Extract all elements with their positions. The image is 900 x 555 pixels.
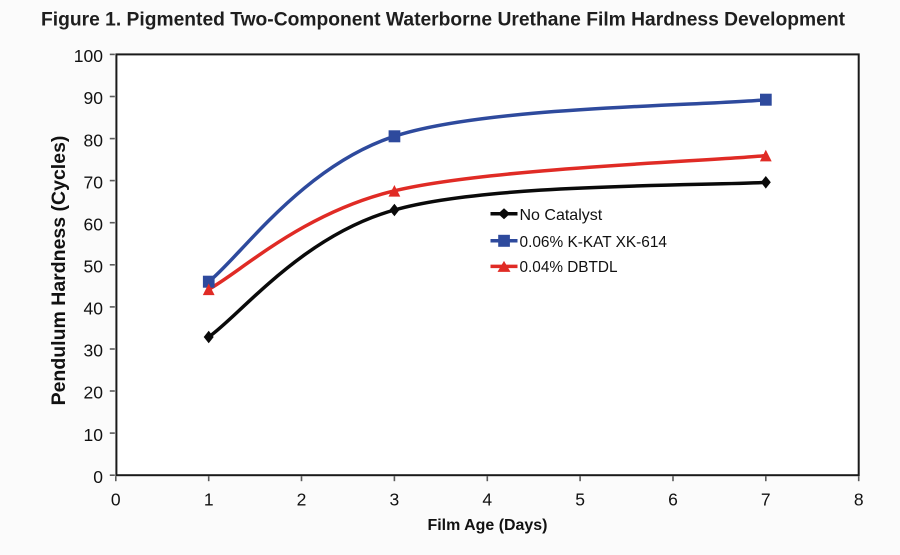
svg-text:4: 4 <box>482 490 492 510</box>
svg-text:100: 100 <box>74 46 103 66</box>
svg-text:0.04% DBTDL: 0.04% DBTDL <box>520 259 618 276</box>
svg-text:0.06% K-KAT XK-614: 0.06% K-KAT XK-614 <box>520 234 668 251</box>
svg-text:80: 80 <box>84 130 104 150</box>
svg-text:40: 40 <box>84 299 104 319</box>
svg-text:7: 7 <box>761 490 771 510</box>
svg-text:60: 60 <box>84 214 104 234</box>
svg-text:30: 30 <box>84 341 104 361</box>
svg-text:Figure 1. Pigmented Two-Compon: Figure 1. Pigmented Two-Component Waterb… <box>41 10 846 31</box>
svg-text:5: 5 <box>575 490 585 510</box>
svg-text:No Catalyst: No Catalyst <box>520 207 603 224</box>
svg-text:0: 0 <box>93 467 103 487</box>
svg-text:20: 20 <box>84 383 104 403</box>
svg-text:3: 3 <box>390 490 400 510</box>
svg-text:0: 0 <box>111 490 121 510</box>
svg-text:10: 10 <box>84 425 104 445</box>
svg-text:Film Age (Days): Film Age (Days) <box>428 517 548 534</box>
svg-text:Pendulum Hardness (Cycles): Pendulum Hardness (Cycles) <box>48 136 70 406</box>
svg-text:6: 6 <box>668 490 678 510</box>
svg-text:50: 50 <box>84 257 104 277</box>
svg-text:70: 70 <box>84 172 104 192</box>
svg-text:2: 2 <box>297 490 307 510</box>
svg-text:90: 90 <box>84 88 104 108</box>
svg-text:8: 8 <box>854 490 864 510</box>
svg-text:1: 1 <box>204 490 214 510</box>
